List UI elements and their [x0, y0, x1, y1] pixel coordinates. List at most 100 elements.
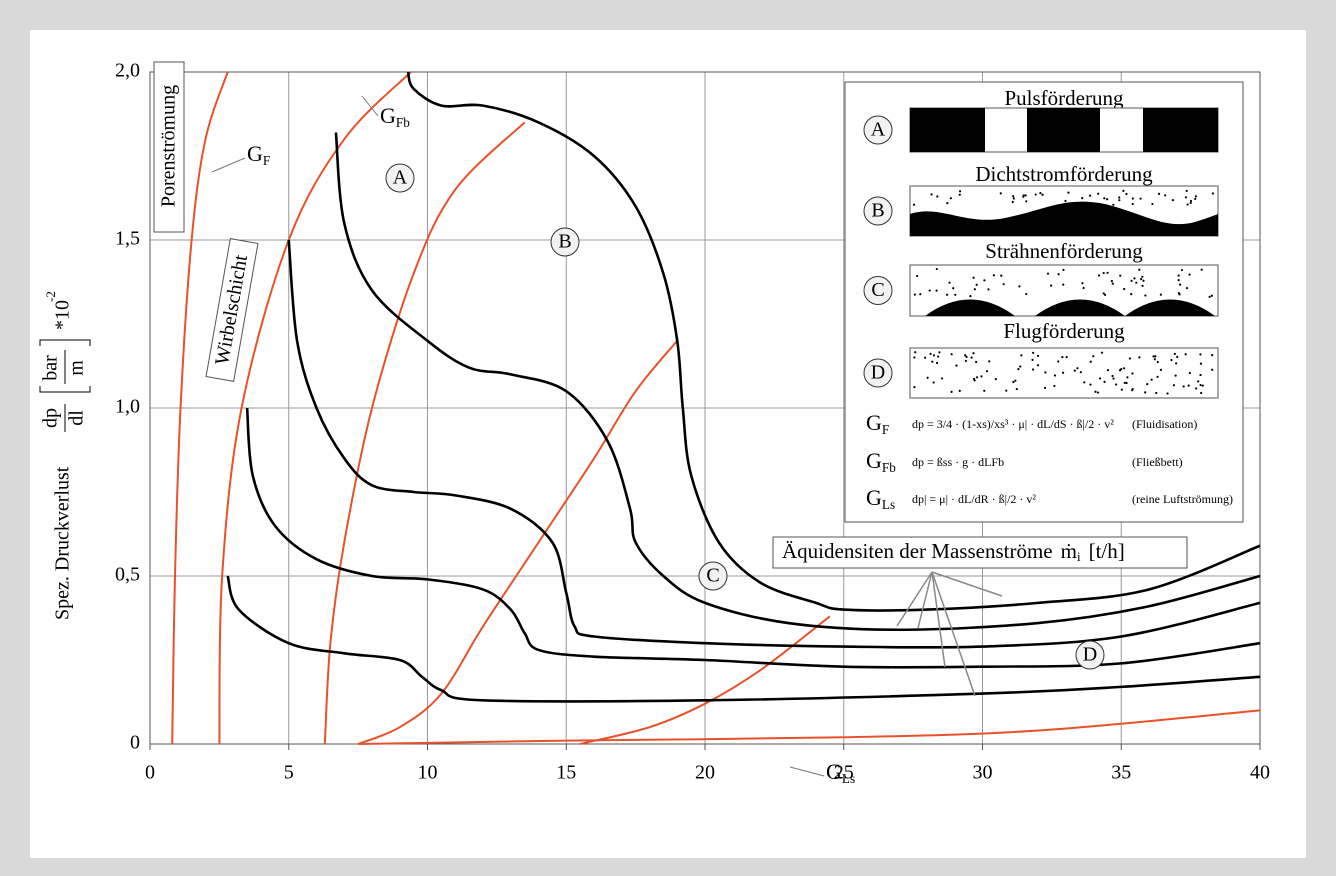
y-tick-label: 1,5 [115, 228, 140, 250]
curve-label-symbol: G [247, 141, 263, 166]
particle [1094, 391, 1096, 393]
particle [935, 290, 937, 292]
particle [1062, 372, 1064, 374]
particle [931, 361, 933, 363]
particle [1209, 296, 1211, 298]
y-tick-label: 1,0 [115, 396, 140, 418]
particle [916, 275, 918, 277]
region-letter: A [393, 167, 408, 189]
x-tick-label: 30 [973, 762, 993, 784]
panel-letter: B [871, 200, 884, 222]
particle [914, 351, 916, 353]
particle [950, 197, 952, 199]
particle [933, 381, 935, 383]
particle [987, 288, 989, 290]
particle [930, 193, 932, 195]
curve-label-sub: F [882, 422, 889, 437]
particle [1123, 288, 1125, 290]
particle [1037, 355, 1039, 357]
particle [1012, 381, 1014, 383]
particle [1037, 364, 1039, 366]
annotation-symbol: ṁ [1061, 539, 1077, 563]
particle [1005, 390, 1007, 392]
particle [1067, 192, 1069, 194]
particle [995, 378, 997, 380]
particle [1164, 194, 1166, 196]
particle [1118, 196, 1120, 198]
y-label-den: dl [66, 410, 88, 426]
particle [1125, 193, 1127, 195]
particle [1150, 379, 1152, 381]
x-tick-label: 10 [418, 762, 438, 784]
region-letter: C [706, 565, 719, 587]
particle [1092, 355, 1094, 357]
particle [1144, 391, 1146, 393]
particle [1211, 354, 1213, 356]
particle [954, 294, 956, 296]
particle [1119, 275, 1121, 277]
particle [1106, 272, 1108, 274]
particle [1018, 285, 1020, 287]
particle [1158, 193, 1160, 195]
particle [1133, 277, 1135, 279]
particle [1019, 365, 1021, 367]
particle [1189, 372, 1191, 374]
particle [950, 391, 952, 393]
particle [1025, 293, 1027, 295]
particle [1061, 356, 1063, 358]
formula: dp| = μ| · dL/dR · ß|/2 · v² [912, 492, 1036, 506]
particle [1138, 356, 1140, 358]
particle [1121, 389, 1123, 391]
particle [933, 354, 935, 356]
particle [976, 376, 978, 378]
particle [1111, 375, 1113, 377]
particle [1111, 280, 1113, 282]
particle [1062, 269, 1064, 271]
particle [1138, 269, 1140, 271]
particle [1160, 369, 1162, 371]
y-label-unit-num: bar [40, 355, 62, 381]
particle [1118, 199, 1120, 201]
zone-label: Porenströmung [158, 85, 180, 207]
curve-label-sub: Ls [882, 497, 895, 512]
particle [1126, 376, 1128, 378]
particle [1139, 198, 1141, 200]
particle [1190, 200, 1192, 202]
curve-label-sub: Ls [842, 771, 855, 786]
particle [1044, 387, 1046, 389]
particle [1186, 190, 1188, 192]
particle [1090, 361, 1092, 363]
plug [1143, 108, 1218, 152]
annotation: Äquidensiten der Massenströmeṁi[t/h] [782, 539, 1125, 564]
particle [1123, 367, 1125, 369]
particle [1003, 283, 1005, 285]
particle [1170, 359, 1172, 361]
particle [1194, 198, 1196, 200]
particle [1129, 357, 1131, 359]
particle [1053, 385, 1055, 387]
particle [1201, 269, 1203, 271]
particle [1130, 280, 1132, 282]
particle [971, 357, 973, 359]
particle [1122, 190, 1124, 192]
particle [1190, 202, 1192, 204]
particle [1066, 356, 1068, 358]
curve-label-symbol: G [866, 485, 882, 510]
region-letter: B [558, 231, 571, 253]
particle [1131, 372, 1133, 374]
panel-letter: A [871, 119, 886, 141]
particle [1012, 201, 1014, 203]
particle [1131, 389, 1133, 391]
particle [1141, 276, 1143, 278]
particle [1195, 195, 1197, 197]
curve-label-symbol: G [380, 103, 396, 128]
x-tick-label: 35 [1111, 762, 1131, 784]
particle [1183, 385, 1185, 387]
particle [929, 289, 931, 291]
particle [1041, 194, 1043, 196]
panel-letter: C [871, 279, 884, 301]
x-tick-label: 5 [284, 762, 294, 784]
particle [1156, 376, 1158, 378]
particle [952, 287, 954, 289]
particle [1089, 384, 1091, 386]
